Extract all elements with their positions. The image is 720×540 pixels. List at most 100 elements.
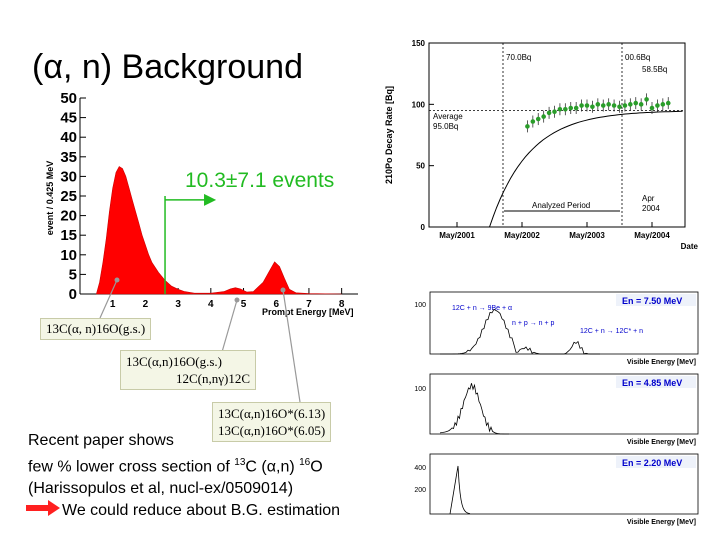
main-x-tick-label: 5 (241, 299, 247, 310)
po-data-point (568, 105, 574, 111)
slide-title: (α, n) Background (32, 48, 304, 86)
po-ann-apr2: 2004 (642, 204, 660, 213)
po-data-point (628, 102, 633, 107)
red-arrow-icon (26, 500, 60, 516)
main-x-tick-label: 4 (208, 299, 214, 310)
events-annotation: 10.3±7.1 events (185, 169, 334, 192)
po-data-point (655, 103, 660, 108)
panel-2-xlabel: Visible Energy [MeV] (627, 439, 696, 446)
main-x-axis-label: Prompt Energy [MeV] (262, 307, 354, 317)
panel-1-label: En = 7.50 MeV (622, 296, 682, 306)
main-x-tick-label: 1 (110, 299, 116, 310)
po-data-point (535, 116, 541, 122)
panel-2-label: En = 4.85 MeV (622, 378, 682, 388)
text-line-1: Recent paper shows (28, 432, 174, 449)
po-data-point (600, 103, 606, 108)
po-data-point (611, 103, 617, 108)
reaction-box-excited: 13C(α,n)16O*(6.13) 13C(α,n)16O*(6.05) (212, 402, 332, 442)
main-histogram-area (96, 166, 342, 295)
reaction-box-mixed: 13C(α,n)16O(g.s.) 12C(n,nγ)12C (120, 350, 256, 390)
panel-1-reaction-2: n + p → n + p (512, 320, 555, 327)
po-data-point (660, 102, 666, 107)
panel-3-label-bg (616, 456, 696, 468)
reaction-box-ground-state: 13C(α, n)16O(g.s.) (40, 318, 152, 340)
po-decay-chart: 0 50 100 150 May/2001 May/2002 May/2003 May/200… (384, 39, 699, 251)
po-data-point (644, 97, 649, 102)
panel-1-reaction-1: 12C + n → 9Be + α (452, 305, 512, 312)
po-ann-apr1: Apr (642, 194, 655, 203)
po-x-tick-label: May/2003 (569, 231, 605, 240)
text-line-3: (Harissopulos et al, nucl-ex/0509014) (28, 480, 294, 498)
main-y-tick-label: 5 (69, 266, 77, 283)
po-ann-b: 00.6Bq (625, 53, 650, 62)
main-y-tick-label: 40 (60, 129, 77, 146)
reaction-label-3a: 13C(α,n)16O*(6.13) (218, 406, 326, 421)
po-data-point (633, 100, 639, 106)
po-x-tick-label: May/2001 (439, 231, 475, 240)
po-y-tick-label: 50 (416, 162, 425, 171)
panel-2-ytick: 100 (414, 386, 426, 393)
panel-1-reaction-3: 12C + n → 12C* + n (580, 328, 643, 335)
panel-3-label: En = 2.20 MeV (622, 458, 682, 468)
main-x-tick-label: 7 (306, 299, 312, 310)
main-x-tick-label: 3 (175, 299, 181, 310)
po-data-point (617, 104, 622, 110)
po-data-point (573, 105, 579, 111)
body-text: Recent paper shows few % lower cross sec… (28, 430, 340, 522)
panel-3-xlabel: Visible Energy [MeV] (627, 519, 696, 526)
main-y-tick-label: 25 (60, 188, 77, 205)
po-y-axis-label: 210Po Decay Rate [Bq] (384, 86, 394, 184)
po-data-point (584, 103, 590, 108)
po-data-point (557, 106, 563, 112)
po-data-point (638, 102, 644, 107)
main-y-tick-label: 50 (60, 90, 77, 107)
po-ann-avg2: 95.0Bq (433, 122, 458, 131)
panel-3-ytick-2: 200 (414, 487, 426, 494)
po-fit-curve (489, 110, 683, 228)
reaction-label-2a: 13C(α,n)16O(g.s.) (126, 354, 222, 369)
po-ann-a: 70.0Bq (506, 53, 531, 62)
po-data-point (590, 104, 595, 110)
po-data-point (622, 103, 628, 108)
panel-2-label-bg (616, 376, 696, 388)
reaction-label-2b: 12C(n,nγ)12C (176, 371, 250, 386)
po-data-point (595, 102, 601, 107)
main-x-tick-label: 2 (143, 299, 149, 310)
panel-1-xlabel: Visible Energy [MeV] (627, 359, 696, 366)
main-x-tick-label: 8 (339, 299, 345, 310)
po-data-point (525, 124, 530, 129)
reaction-label-1: 13C(α, n)16O(g.s.) (46, 321, 146, 336)
po-x-tick-label: May/2004 (634, 231, 670, 240)
main-y-tick-label: 0 (69, 286, 77, 303)
main-y-tick-label: 45 (60, 110, 77, 127)
po-data-point (546, 110, 552, 116)
main-y-tick-label: 20 (60, 208, 77, 225)
po-data-point (530, 119, 536, 124)
po-x-tick-label: May/2002 (504, 231, 540, 240)
panel-1-label-bg (616, 294, 696, 306)
panel-1-spectrum (439, 308, 600, 355)
panel-2-spectrum (439, 383, 510, 435)
po-data-point (563, 106, 568, 112)
panel-3-ytick: 400 (414, 465, 426, 472)
po-data-point (541, 114, 546, 119)
spectrum-panel-1: 100 En = 7.50 MeV 12C + n → 9Be + α n + … (414, 291, 699, 366)
main-y-tick-label: 35 (60, 149, 77, 166)
po-data-points (525, 93, 671, 133)
panel-1-ytick: 100 (414, 302, 426, 309)
po-ann-c: 58.5Bq (642, 65, 667, 74)
po-y-tick-label: 0 (421, 223, 426, 232)
po-y-tick-label: 100 (412, 100, 426, 109)
po-data-point (606, 102, 611, 107)
po-y-tick-label: 150 (412, 39, 426, 48)
main-y-tick-label: 15 (60, 227, 77, 244)
po-data-point (649, 105, 655, 111)
po-data-point (552, 109, 557, 114)
spectrum-panel-3: 400 200 En = 2.20 MeV Visible Energy [Me… (414, 453, 699, 526)
po-ann-avg1: Average (433, 112, 463, 121)
neutron-spectra-panels: 100 En = 7.50 MeV 12C + n → 9Be + α n + … (414, 291, 699, 526)
main-y-tick-label: 10 (60, 247, 77, 264)
po-data-point (665, 100, 671, 106)
po-x-axis-label: Date (681, 242, 699, 251)
